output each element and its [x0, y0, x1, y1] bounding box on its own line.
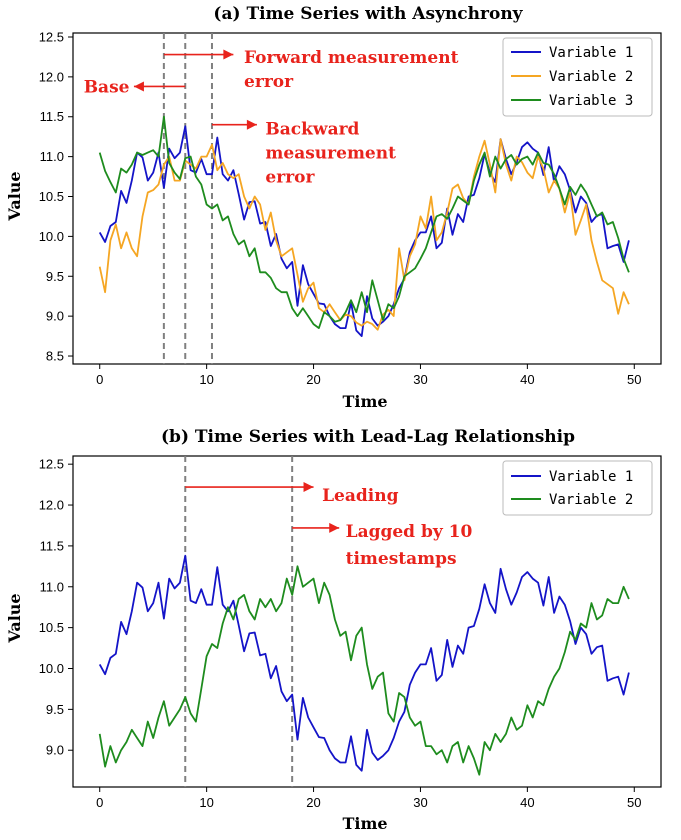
chart-a-x-tick-label: 40 — [520, 372, 534, 387]
chart-a-annotations: Forward measurement error Base Backward meas… — [84, 48, 459, 188]
chart-b-y-tick-label: 10.5 — [39, 620, 64, 635]
chart-a-annotation-text-2: error — [244, 72, 294, 92]
chart-a-annotation-text-3: Base — [84, 77, 130, 97]
chart-a-legend: Variable 1 Variable 2 Variable 3 — [502, 37, 653, 117]
chart-a-legend-label-2: Variable 2 — [549, 69, 633, 85]
chart-b-y-tick-label: 12.5 — [39, 457, 64, 472]
chart-b-series-line-2 — [98, 565, 630, 776]
chart-b-x-tick-label: 0 — [96, 795, 103, 810]
chart-b-annotations: Leading Lagged by 10 timestamps — [185, 482, 472, 569]
chart-b-x-tick-label: 40 — [520, 795, 534, 810]
chart-b-x-ticks: 0 10 20 30 40 50 — [96, 787, 642, 810]
chart-a-legend-box — [502, 37, 653, 117]
chart-a-annotation-text-1: Forward measurement — [244, 48, 459, 68]
chart-a-y-tick-label: 10.0 — [39, 229, 64, 244]
chart-b-y-tick-label: 11.0 — [40, 579, 64, 594]
chart-a-series — [98, 115, 630, 338]
chart-b-y-tick-label: 9.0 — [46, 743, 64, 758]
chart-b-x-tick-label: 10 — [199, 795, 213, 810]
chart-a-y-tick-label: 10.5 — [39, 189, 64, 204]
chart-a-x-tick-label: 20 — [306, 372, 320, 387]
chart-a-annotation-arrowhead-4 — [246, 119, 257, 130]
chart-b-y-tick-label: 12.0 — [39, 498, 64, 513]
chart-a: (a) Time Series with Asynchrony 0 10 20 30 4… — [5, 4, 662, 411]
chart-b-y-axis-label: Value — [5, 593, 24, 643]
chart-a-y-tick-label: 8.5 — [46, 349, 64, 364]
chart-b-legend-label-2: Variable 2 — [549, 492, 633, 508]
chart-b-legend-box — [502, 460, 653, 516]
chart-b-vlines — [184, 456, 294, 787]
chart-a-x-tick-label: 30 — [413, 372, 427, 387]
chart-a-x-tick-label: 50 — [627, 372, 641, 387]
chart-a-annotation-text-4: Backward — [265, 120, 359, 140]
chart-b-title: (b) Time Series with Lead-Lag Relationsh… — [161, 427, 575, 447]
chart-a-vlines — [162, 33, 213, 364]
chart-a-x-ticks: 0 10 20 30 40 50 — [96, 364, 642, 387]
chart-b-y-ticks: 9.0 9.5 10.0 10.5 11.0 11.5 12.0 12.5 — [39, 457, 73, 758]
chart-a-legend-label-3: Variable 3 — [549, 93, 633, 109]
chart-b-legend: Variable 1 Variable 2 — [502, 460, 653, 516]
chart-b-legend-label-1: Variable 1 — [549, 469, 633, 485]
chart-a-x-tick-label: 10 — [199, 372, 213, 387]
chart-b-series-line-1 — [98, 554, 630, 772]
chart-a-legend-label-1: Variable 1 — [549, 45, 633, 61]
chart-a-x-tick-label: 0 — [96, 372, 103, 387]
chart-b-y-tick-label: 10.0 — [39, 661, 64, 676]
chart-a-title: (a) Time Series with Asynchrony — [213, 4, 523, 24]
chart-a-annotation-text-6: error — [265, 168, 315, 188]
chart-b-plot-frame — [72, 455, 662, 788]
chart-b-x-tick-label: 20 — [306, 795, 320, 810]
chart-a-annotation-text-5: measurement — [265, 144, 396, 164]
chart-b-annotation-arrowhead-1 — [303, 482, 314, 493]
chart-a-y-tick-label: 11.5 — [40, 109, 64, 124]
chart-a-y-tick-label: 9.0 — [46, 309, 64, 324]
chart-a-annotation-arrowhead-1 — [223, 49, 234, 60]
chart-a-y-tick-label: 9.5 — [46, 269, 64, 284]
chart-b-x-tick-label: 50 — [627, 795, 641, 810]
chart-a-y-ticks: 8.5 9.0 9.5 10.0 10.5 11.0 11.5 12.0 12.5 — [39, 29, 73, 364]
chart-a-series-line-2 — [98, 138, 630, 331]
chart-b-y-tick-label: 9.5 — [46, 702, 64, 717]
chart-a-plot-frame — [72, 32, 662, 365]
chart-a-y-tick-label: 11.0 — [40, 149, 64, 164]
chart-b-annotation-text-1: Leading — [322, 486, 398, 506]
chart-b-series — [98, 554, 630, 776]
chart-a-y-tick-label: 12.5 — [39, 29, 64, 44]
chart-b-annotation-text-2: Lagged by 10 — [346, 522, 473, 542]
chart-a-y-axis-label: Value — [5, 171, 24, 221]
chart-b: (b) Time Series with Lead-Lag Relationsh… — [5, 427, 662, 833]
chart-b-annotation-arrowhead-2 — [329, 522, 340, 533]
chart-b-x-axis-label: Time — [342, 814, 387, 833]
chart-a-y-tick-label: 12.0 — [39, 69, 64, 84]
chart-a-annotation-arrowhead-3 — [133, 81, 144, 92]
chart-b-x-tick-label: 30 — [413, 795, 427, 810]
chart-a-series-line-3 — [98, 115, 630, 330]
chart-b-annotation-text-3: timestamps — [346, 549, 457, 569]
chart-a-x-axis-label: Time — [342, 392, 387, 411]
chart-b-y-tick-label: 11.5 — [40, 538, 64, 553]
